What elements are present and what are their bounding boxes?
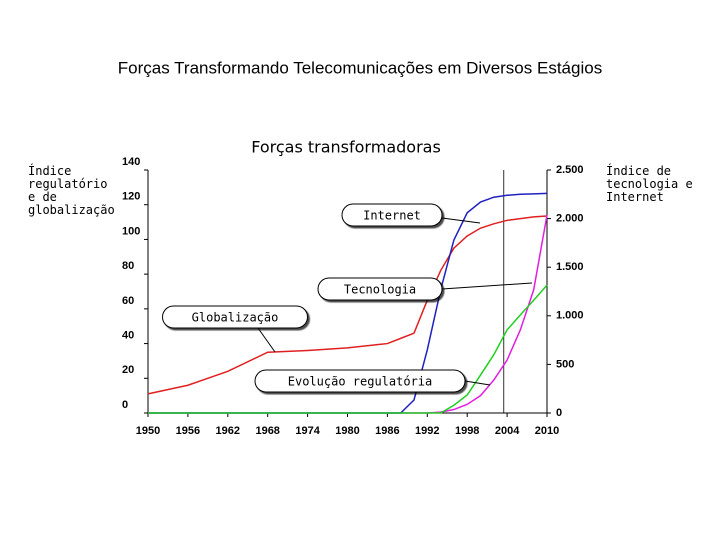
callout-label: Internet bbox=[363, 209, 421, 223]
y-tick-label: 20 bbox=[122, 364, 134, 376]
x-tick-label: 1968 bbox=[255, 425, 279, 437]
y-tick-label: 100 bbox=[122, 225, 140, 237]
y2-axis-label: Índice de tecnologia e Internet bbox=[606, 164, 693, 204]
y-tick-label: 120 bbox=[122, 191, 140, 203]
callout-leader bbox=[464, 380, 491, 386]
callout-box bbox=[341, 203, 443, 227]
y2-tick-label: 2.500 bbox=[556, 164, 584, 176]
y-tick-label: 0 bbox=[122, 399, 128, 411]
x-tick-label: 1956 bbox=[176, 425, 200, 437]
y2-tick-label: 2.000 bbox=[556, 213, 584, 225]
callout-box bbox=[317, 277, 443, 301]
y-tick-label: 140 bbox=[122, 156, 140, 168]
y-tick-label: 80 bbox=[122, 260, 134, 272]
callout-label: Tecnologia bbox=[344, 283, 416, 297]
x-tick-label: 1980 bbox=[335, 425, 359, 437]
y-tick-label: 40 bbox=[122, 329, 134, 341]
x-tick-label: 1992 bbox=[415, 425, 439, 437]
callout-leader bbox=[441, 282, 533, 290]
y2-tick-label: 500 bbox=[556, 358, 574, 370]
callout-box bbox=[254, 369, 466, 393]
y-axis-label: Índice regulatório e de globalização bbox=[28, 164, 115, 217]
y2-tick-label: 1.500 bbox=[556, 261, 584, 273]
series-line bbox=[147, 215, 548, 395]
x-tick-label: 1986 bbox=[375, 425, 399, 437]
y2-tick-label: 0 bbox=[556, 407, 562, 419]
y-tick-label: 60 bbox=[122, 295, 134, 307]
x-tick-label: 1998 bbox=[455, 425, 479, 437]
x-tick-label: 1962 bbox=[216, 425, 240, 437]
x-tick-label: 1974 bbox=[295, 425, 320, 437]
callout-leader bbox=[441, 217, 481, 224]
page-title: Forças Transformando Telecomunicações em… bbox=[118, 58, 602, 77]
series-line bbox=[148, 284, 548, 414]
y2-tick-label: 1.000 bbox=[556, 310, 584, 322]
x-tick-label: 1950 bbox=[136, 425, 160, 437]
x-tick-label: 2010 bbox=[535, 425, 559, 437]
callout-label: Evolução regulatória bbox=[288, 375, 433, 389]
callout-box bbox=[162, 305, 308, 329]
chart-title: Forças transformadoras bbox=[251, 138, 441, 157]
callout-leader bbox=[257, 327, 276, 353]
x-tick-label: 2004 bbox=[495, 425, 520, 437]
callout-label: Globalização bbox=[192, 311, 279, 325]
